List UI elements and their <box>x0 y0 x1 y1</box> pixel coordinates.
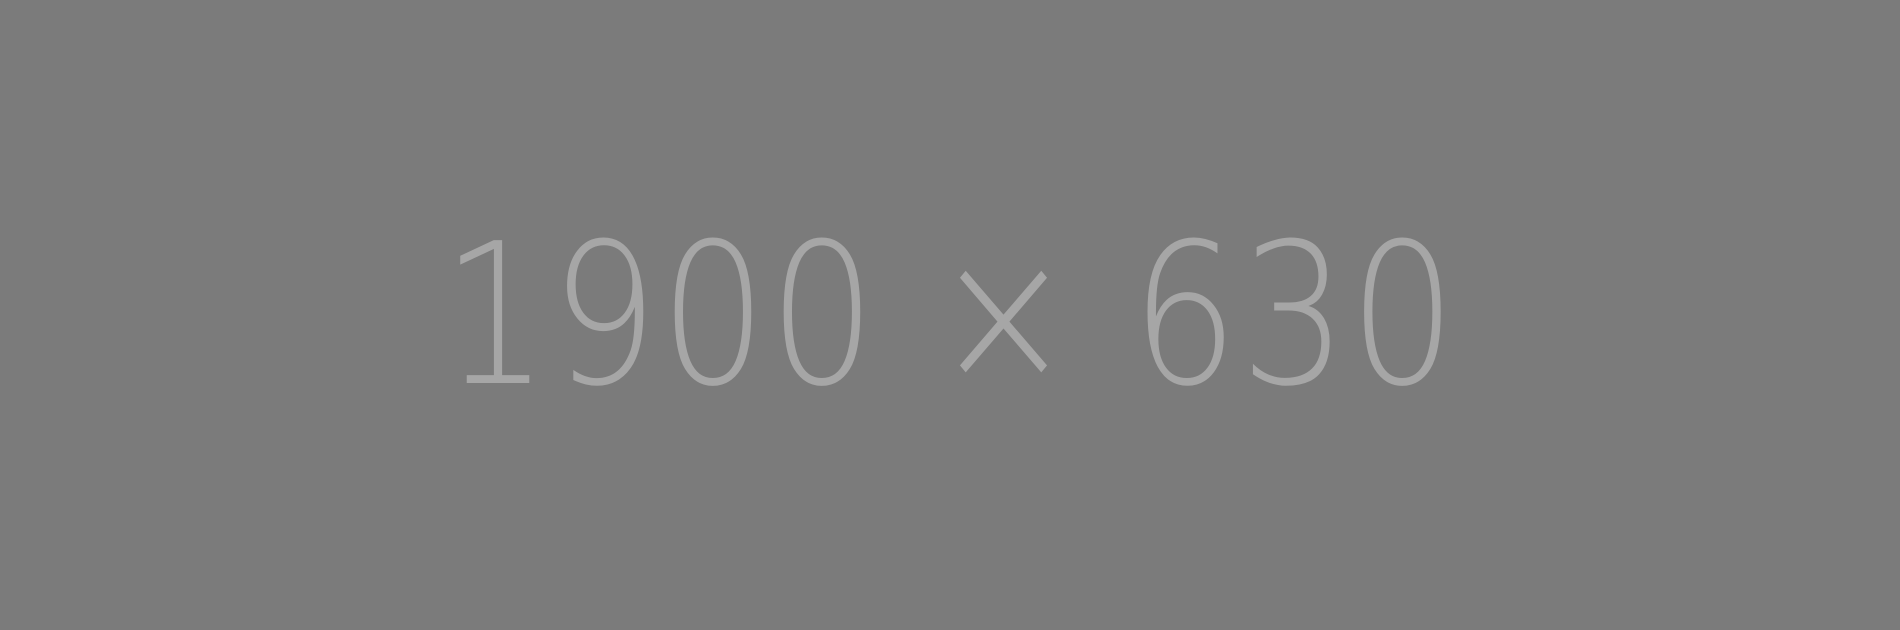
dimensions-label: 1900 × 630 <box>441 202 1459 430</box>
